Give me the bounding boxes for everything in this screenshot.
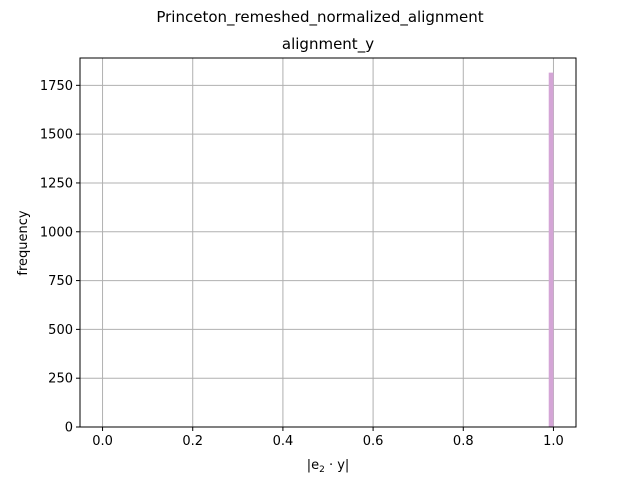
x-axis-label-suffix: · y| <box>325 458 349 473</box>
chart-suptitle: Princeton_remeshed_normalized_alignment <box>156 8 483 27</box>
y-tick-label: 1500 <box>40 128 73 143</box>
x-tick-label: 0.0 <box>92 434 113 449</box>
y-tick-label: 1250 <box>40 176 73 191</box>
y-axis-ticks: 0 250 500 750 1000 1250 1500 1750 <box>40 79 80 436</box>
plot-frame <box>79 57 577 428</box>
bars-group <box>548 72 554 428</box>
x-axis-label-prefix: |e <box>307 458 319 473</box>
x-tick-label: 0.6 <box>363 434 384 449</box>
x-axis-label-subscript: 2 <box>319 465 325 475</box>
x-tick-label: 0.8 <box>453 434 474 449</box>
y-axis-label: frequency <box>16 210 31 276</box>
x-axis-ticks: 0.0 0.2 0.4 0.6 0.8 1.0 <box>92 427 564 449</box>
chart-title: alignment_y <box>282 35 374 54</box>
x-tick-label: 0.4 <box>273 434 294 449</box>
x-tick-label: 1.0 <box>543 434 564 449</box>
y-tick-label: 250 <box>48 372 73 387</box>
y-tick-label: 1750 <box>40 79 73 94</box>
y-tick-label: 750 <box>48 274 73 289</box>
y-tick-label: 0 <box>65 421 73 436</box>
x-axis-label: |e2 · y| <box>307 458 350 475</box>
histogram-bar <box>548 72 554 428</box>
y-tick-label: 500 <box>48 323 73 338</box>
y-tick-label: 1000 <box>40 225 73 240</box>
x-tick-label: 0.2 <box>182 434 203 449</box>
grid-lines <box>80 58 576 428</box>
